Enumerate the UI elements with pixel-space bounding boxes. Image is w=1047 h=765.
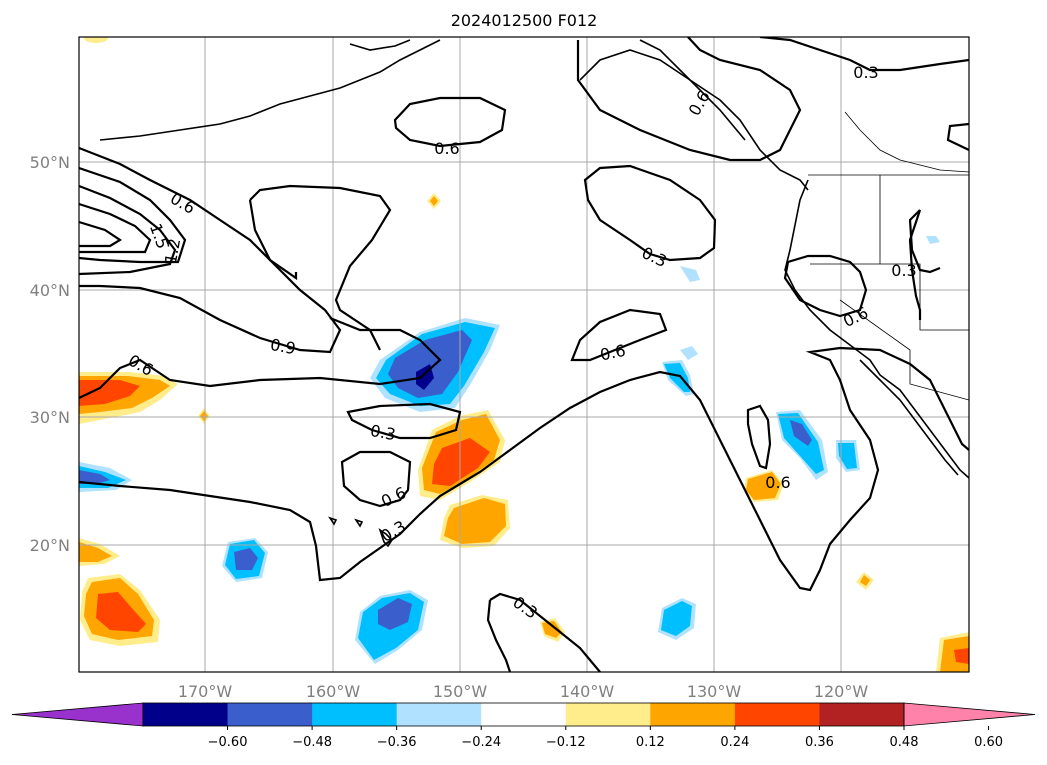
colorbar-tick-label: −0.12: [546, 735, 586, 750]
colorbar-tick-label: 0.48: [890, 735, 919, 750]
colorbar-extend-high: [903, 702, 1036, 727]
colorbar-segment: [819, 703, 905, 726]
map-frame: [78, 36, 970, 673]
contour-label: 0.6: [840, 303, 871, 331]
colorbar-frame: [142, 702, 905, 727]
coastlines: [99, 39, 969, 548]
lat-label: 20°N: [30, 536, 70, 555]
contour-labels: 0.3 0.6 0.6 1.5 1.2 0.3 0.9 0.6 0.3 0.6 …: [125, 63, 917, 623]
longitude-labels: 170°W 160°W 150°W 140°W 130°W 120°W: [178, 682, 869, 701]
gridlines: [79, 37, 969, 672]
contour-label: 0.6: [378, 483, 409, 511]
colorbar-segment: [481, 703, 567, 726]
contour-label: 0.6: [167, 189, 199, 218]
colorbar-extend-low: [11, 702, 144, 727]
lon-label: 170°W: [178, 682, 233, 701]
colorbar-segment: [565, 703, 651, 726]
lon-label: 130°W: [687, 682, 742, 701]
colorbar-tick-label: 0.60: [974, 735, 1003, 750]
lon-label: 160°W: [306, 682, 361, 701]
contour-label: 0.3: [377, 517, 409, 546]
colorbar-segment: [227, 703, 313, 726]
colorbar-segment: [143, 703, 229, 726]
contour-label: 0.6: [765, 473, 790, 492]
contour-lines: [79, 37, 969, 672]
colorbar-tick-label: −0.60: [208, 735, 248, 750]
lat-label: 50°N: [30, 153, 70, 172]
colorbar-tick-label: 0.24: [720, 735, 749, 750]
colorbar-segment: [650, 703, 736, 726]
contour-label: 0.6: [598, 341, 627, 365]
lat-label: 40°N: [30, 281, 70, 300]
colorbar-segment: [396, 703, 482, 726]
contour-label: 0.3: [891, 261, 916, 280]
contour-label: 0.9: [269, 335, 297, 358]
latitude-labels: 50°N 40°N 30°N 20°N: [30, 153, 70, 555]
lon-label: 150°W: [433, 682, 488, 701]
colorbar: −0.60 −0.48 −0.36 −0.24 −0.12 0.12 0.24 0.36 0.4…: [11, 702, 1036, 750]
lat-label: 30°N: [30, 408, 70, 427]
contour-label: 0.6: [434, 139, 459, 158]
colorbar-segment: [734, 703, 820, 726]
colorbar-tick-label: 0.36: [805, 735, 834, 750]
colorbar-tick-label: −0.36: [377, 735, 417, 750]
contour-label: 0.3: [639, 243, 670, 271]
colorbar-tick-label: 0.12: [636, 735, 665, 750]
contour-label: 0.3: [509, 592, 541, 622]
lon-label: 140°W: [560, 682, 615, 701]
contour-label: 0.3: [369, 421, 397, 444]
colorbar-tick-label: −0.24: [461, 735, 501, 750]
contour-label: 1.2: [161, 237, 184, 265]
colorbar-tick-label: −0.48: [292, 735, 332, 750]
lon-label: 120°W: [814, 682, 869, 701]
figure-title: 2024012500 F012: [451, 11, 598, 30]
borders: [808, 111, 969, 401]
shaded-fields: [79, 37, 969, 672]
colorbar-segment: [312, 703, 398, 726]
contour-label: 0.3: [853, 63, 878, 82]
map-area: 0.3 0.6 0.6 1.5 1.2 0.3 0.9 0.6 0.3 0.6 …: [79, 37, 969, 672]
